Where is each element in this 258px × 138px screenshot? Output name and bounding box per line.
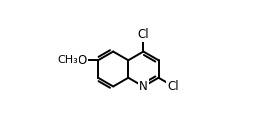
Text: N: N xyxy=(139,80,148,93)
Text: Cl: Cl xyxy=(167,79,179,92)
Text: O: O xyxy=(78,54,87,67)
Text: Cl: Cl xyxy=(138,28,149,41)
Text: CH₃: CH₃ xyxy=(57,55,78,65)
